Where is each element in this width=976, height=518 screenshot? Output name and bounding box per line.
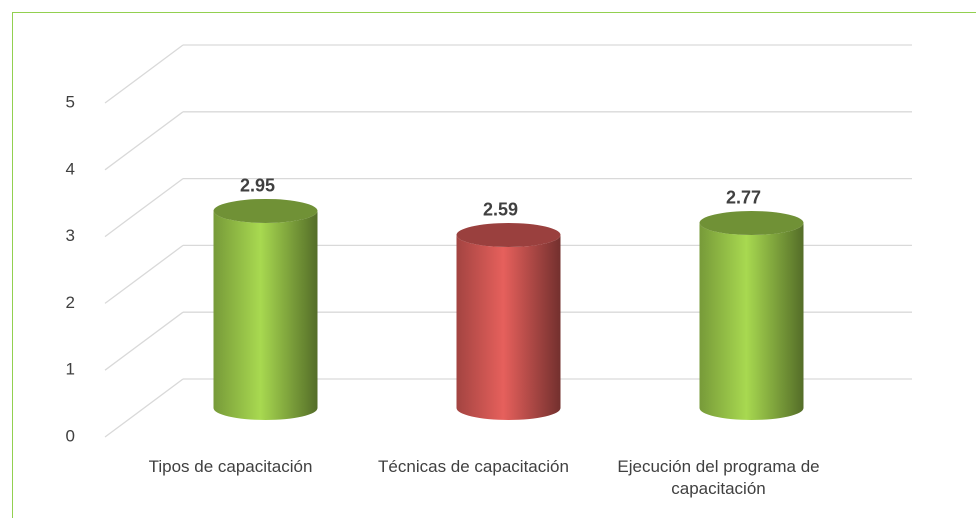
grid-line-side [104,378,184,438]
bar-top [699,210,804,235]
value-label: 2.77 [726,188,761,208]
y-tick-label: 5 [66,92,75,111]
grid-line-side [104,244,184,304]
y-tick-label: 3 [66,226,75,245]
grid-line-side [104,178,184,238]
y-tick-label: 4 [66,159,75,178]
y-tick-label: 2 [66,293,75,312]
x-tick-label: Ejecución del programa de capacitación [617,457,820,498]
x-tick-label: Tipos de capacitación [148,457,313,476]
chart-border [12,12,976,518]
value-label: 2.95 [240,176,275,196]
x-tick-label: Técnicas de capacitación [378,457,569,476]
bar-top [456,222,561,247]
y-tick-label: 1 [66,360,75,379]
bar [213,210,318,420]
y-tick-label: 0 [66,426,75,445]
grid-line-side [104,311,184,371]
bar-top [213,198,318,223]
bar [456,234,561,420]
grid-line-side [104,44,184,104]
grid-line-side [104,111,184,171]
bar [699,222,804,420]
value-label: 2.59 [483,200,518,220]
